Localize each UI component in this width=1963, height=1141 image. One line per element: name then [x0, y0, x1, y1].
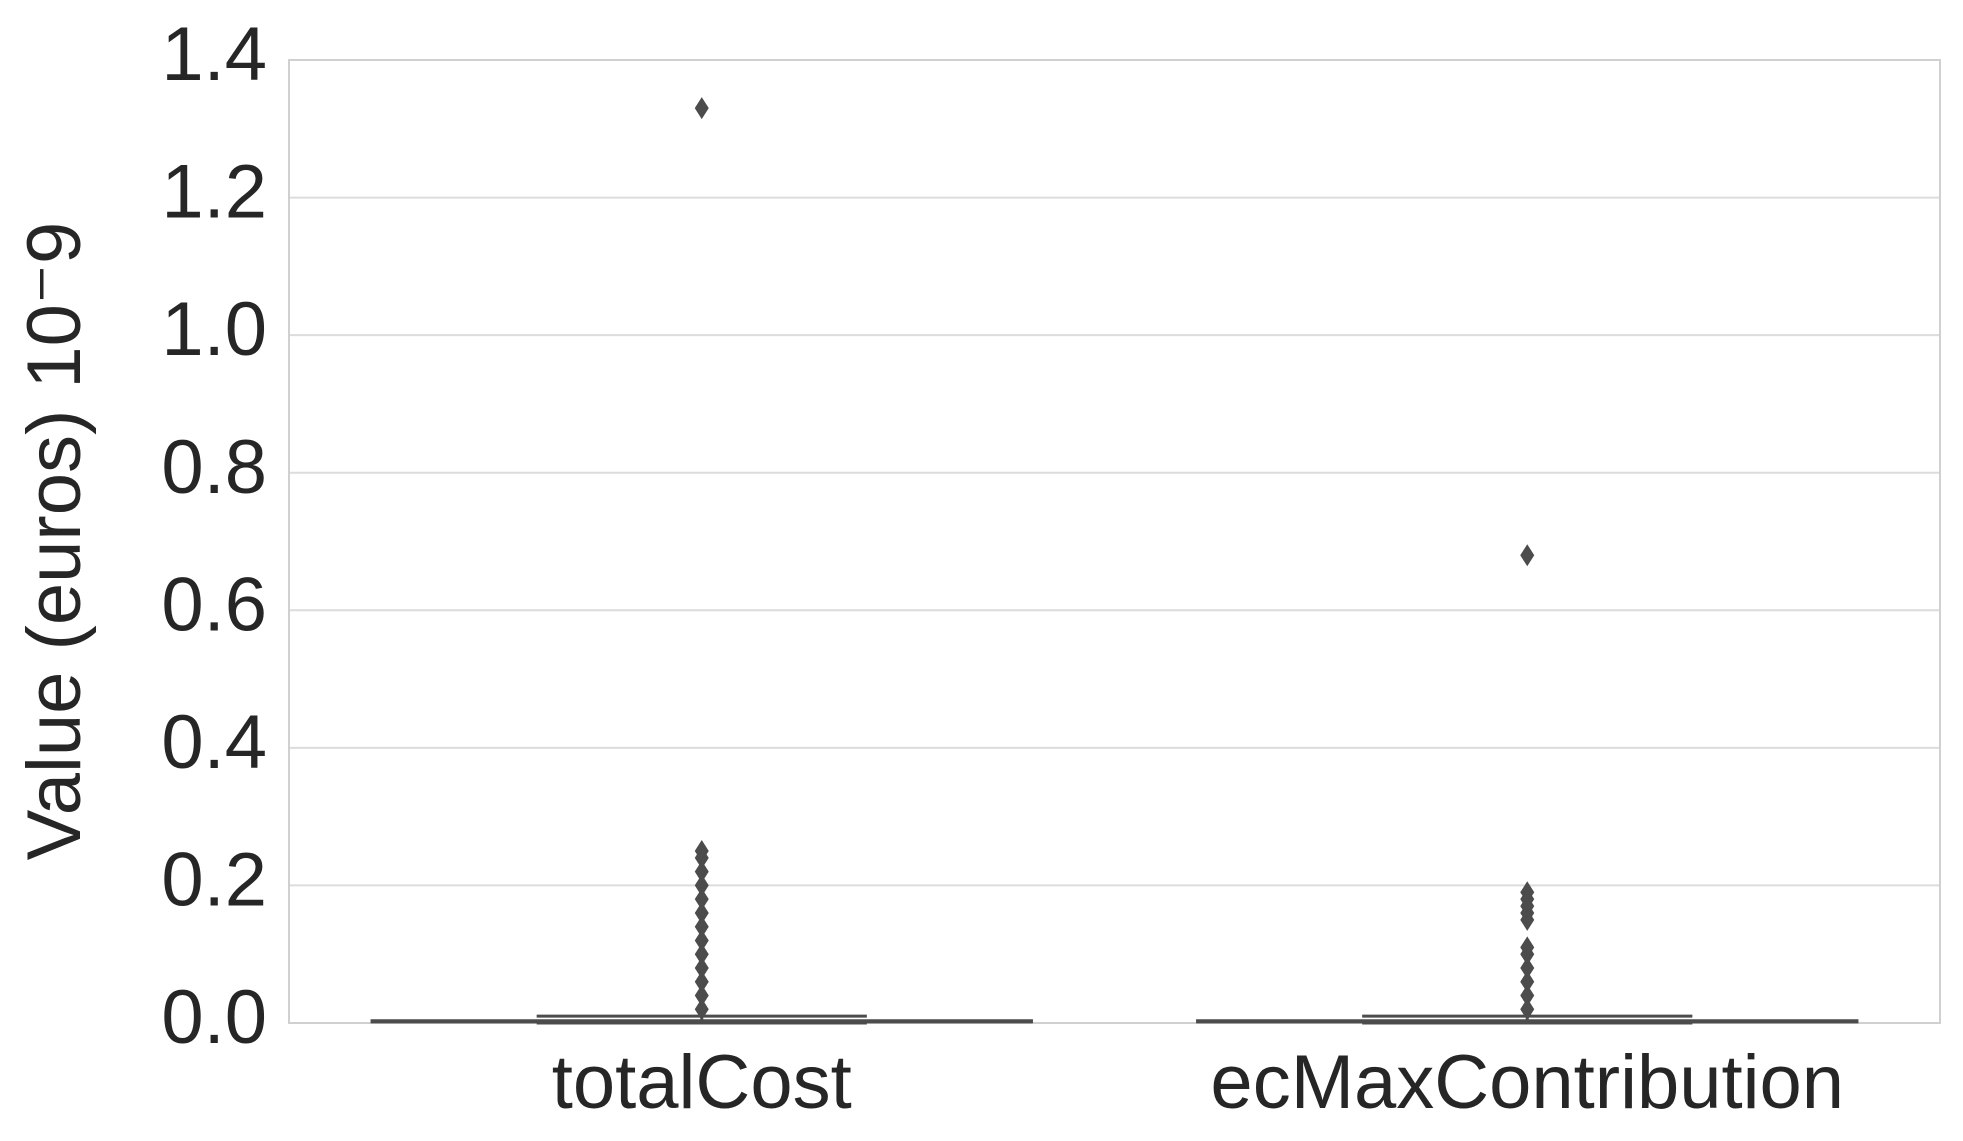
y-tick-label: 0.6: [161, 562, 267, 647]
outlier: [694, 998, 709, 1021]
y-tick-label: 1.2: [161, 150, 267, 235]
outlier: [1520, 984, 1535, 1007]
x-tick-label: totalCost: [552, 1040, 852, 1125]
outlier: [694, 888, 709, 911]
y-tick-label: 1.0: [161, 287, 267, 372]
outlier: [694, 970, 709, 993]
outlier: [694, 915, 709, 938]
outlier: [1520, 881, 1535, 904]
y-tick-label: 1.4: [161, 12, 267, 97]
x-tick-label: ecMaxContribution: [1210, 1040, 1844, 1125]
outlier: [1520, 998, 1535, 1021]
y-tick-label: 0.4: [161, 700, 267, 785]
outlier: [694, 901, 709, 924]
y-tick-label: 0.8: [161, 425, 267, 510]
outlier: [694, 860, 709, 883]
outlier: [694, 97, 709, 120]
outlier: [1520, 970, 1535, 993]
outlier: [694, 929, 709, 952]
outlier: [1520, 956, 1535, 979]
outlier: [1520, 544, 1535, 567]
y-tick-label: 0.2: [161, 838, 267, 923]
outlier: [694, 874, 709, 897]
y-axis-label: Value (euros) 10⁻9: [12, 222, 97, 861]
plot-border: [288, 59, 1941, 1024]
outlier: [694, 984, 709, 1007]
y-tick-label: 0.0: [161, 975, 267, 1060]
outlier: [1520, 936, 1535, 959]
outlier: [694, 943, 709, 966]
outlier: [694, 840, 709, 863]
outlier: [694, 956, 709, 979]
